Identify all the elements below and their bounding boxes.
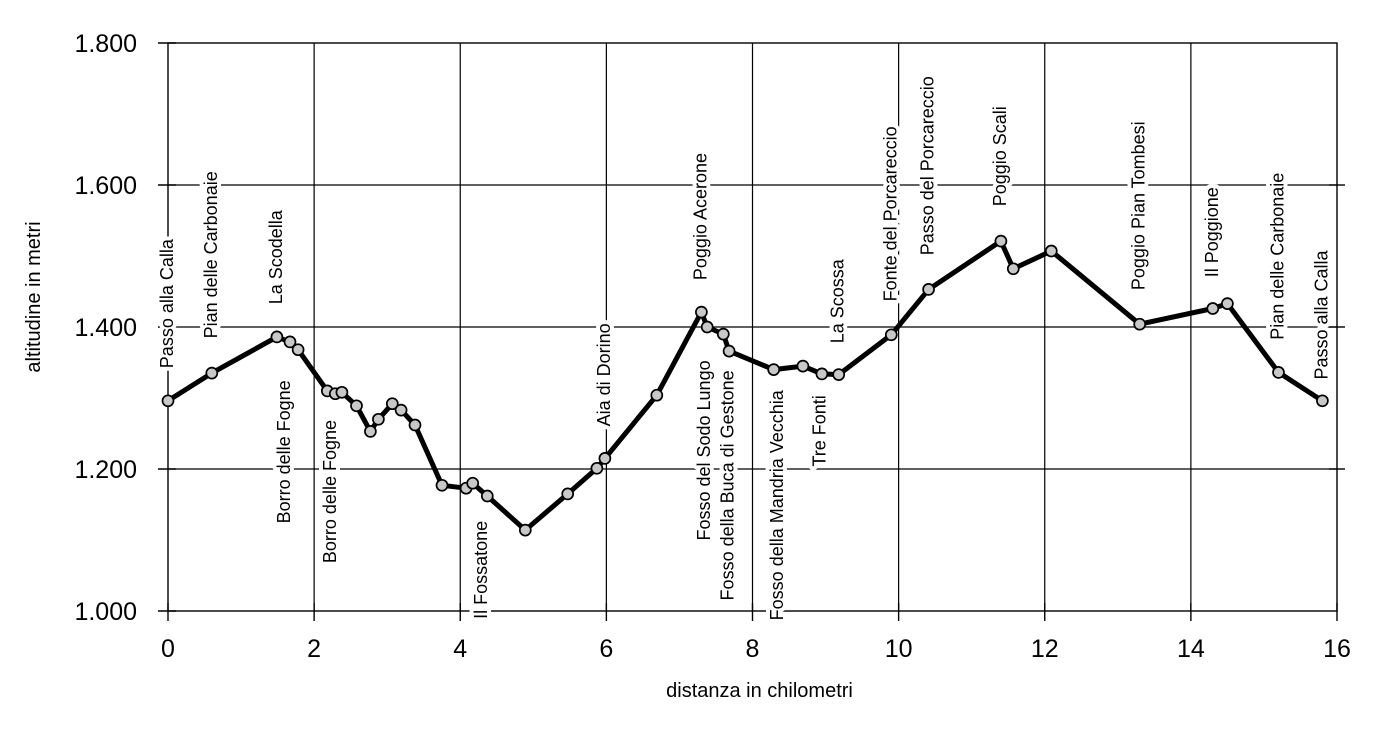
place-label: Poggio Pian Tombesi [1129, 121, 1149, 290]
gridlines [168, 43, 1337, 611]
place-label: Borro delle Fogne [320, 420, 340, 563]
data-point-marker [435, 478, 449, 492]
data-point-marker [700, 320, 714, 334]
data-point-marker [1206, 302, 1220, 315]
y-tick-label: 1.400 [74, 314, 137, 342]
data-point-marker [205, 366, 219, 380]
x-tick-label: 14 [1177, 635, 1205, 663]
data-point-marker [994, 234, 1008, 248]
x-tick-label: 6 [599, 635, 613, 663]
place-label: Il Fossatone [471, 521, 491, 619]
data-point-marker [884, 328, 898, 342]
data-point-marker [1316, 394, 1329, 408]
place-label: Borro delle Fogne [274, 380, 294, 523]
data-point-marker [291, 343, 305, 357]
data-point-marker [394, 403, 408, 417]
data-point-marker [1006, 262, 1020, 276]
x-axis-title: distanza in chilometri [666, 680, 853, 702]
data-point-marker [480, 489, 494, 503]
data-point-marker [716, 327, 730, 341]
place-label: Fosso della Buca di Gestone [717, 370, 737, 600]
data-point-marker [590, 461, 604, 475]
data-point-marker [922, 283, 935, 296]
place-label: Fosso del Sodo Lungo [694, 360, 714, 540]
data-point-marker [650, 388, 664, 402]
data-series [161, 234, 1329, 537]
data-point-marker [598, 452, 612, 465]
data-point-marker [161, 394, 175, 408]
data-point-marker [796, 359, 810, 373]
place-label: Tre Fonti [809, 395, 829, 466]
y-tick-label: 1.600 [74, 172, 137, 200]
elevation-line [165, 238, 1325, 533]
place-labels: Passo alla Calla Pian delle Carbonaie La S… [153, 72, 1335, 624]
data-point-marker [561, 487, 575, 501]
place-label: Il Poggione [1202, 187, 1222, 277]
place-label: Fosso della Mandria Vecchia [767, 389, 787, 620]
y-tick-label: 1.800 [74, 30, 137, 58]
x-tick-label: 12 [1031, 635, 1059, 663]
data-point-marker [832, 368, 846, 381]
data-point-marker [385, 397, 399, 411]
data-point-marker [335, 385, 349, 399]
x-tick-label: 10 [885, 635, 913, 663]
x-tick-label: 2 [307, 635, 321, 663]
data-point-marker [815, 367, 829, 381]
data-point-marker [466, 476, 480, 490]
place-label: Aia di Dorino [594, 323, 614, 426]
data-point-marker [350, 399, 363, 413]
place-label: La Scossa [828, 258, 848, 343]
x-tick-label: 16 [1323, 635, 1351, 663]
data-point-marker [722, 344, 736, 358]
place-label: Passo alla Calla [157, 238, 177, 368]
data-point-marker [1044, 244, 1058, 258]
x-tick-label: 0 [161, 635, 175, 663]
data-point-marker [695, 305, 708, 319]
place-label: La Scodella [266, 209, 286, 304]
tick-labels: 0 2 4 6 8 10 12 14 16 1.000 1.200 1.400 1.600 1.800 di… [23, 30, 1351, 702]
data-point-marker [372, 412, 385, 426]
x-tick-label: 8 [746, 635, 760, 663]
data-point-marker [518, 523, 532, 537]
data-point-marker [767, 363, 781, 376]
place-label: Pian delle Carbonaie [201, 171, 221, 338]
place-label: Poggio Acerone [690, 153, 710, 280]
data-point-marker [270, 330, 284, 344]
tick-marks [158, 42, 1345, 621]
place-label: Fonte del Porcareccio [880, 126, 900, 301]
place-label: Pian delle Carbonaie [1268, 173, 1288, 340]
place-label: Passo del Porcareccio [918, 76, 938, 255]
y-tick-label: 1.000 [74, 598, 137, 626]
data-point-marker [283, 335, 297, 349]
data-point-marker [1272, 366, 1285, 379]
place-label: Poggio Scali [990, 106, 1010, 206]
data-point-marker [1133, 317, 1147, 331]
data-point-marker [408, 418, 422, 432]
data-point-marker [1221, 297, 1234, 310]
x-tick-label: 4 [453, 635, 467, 663]
data-point-marker [364, 425, 377, 438]
place-label: Passo alla Calla [1311, 249, 1331, 379]
y-tick-label: 1.200 [74, 456, 137, 484]
y-axis-title: altitudine in metri [23, 221, 45, 372]
